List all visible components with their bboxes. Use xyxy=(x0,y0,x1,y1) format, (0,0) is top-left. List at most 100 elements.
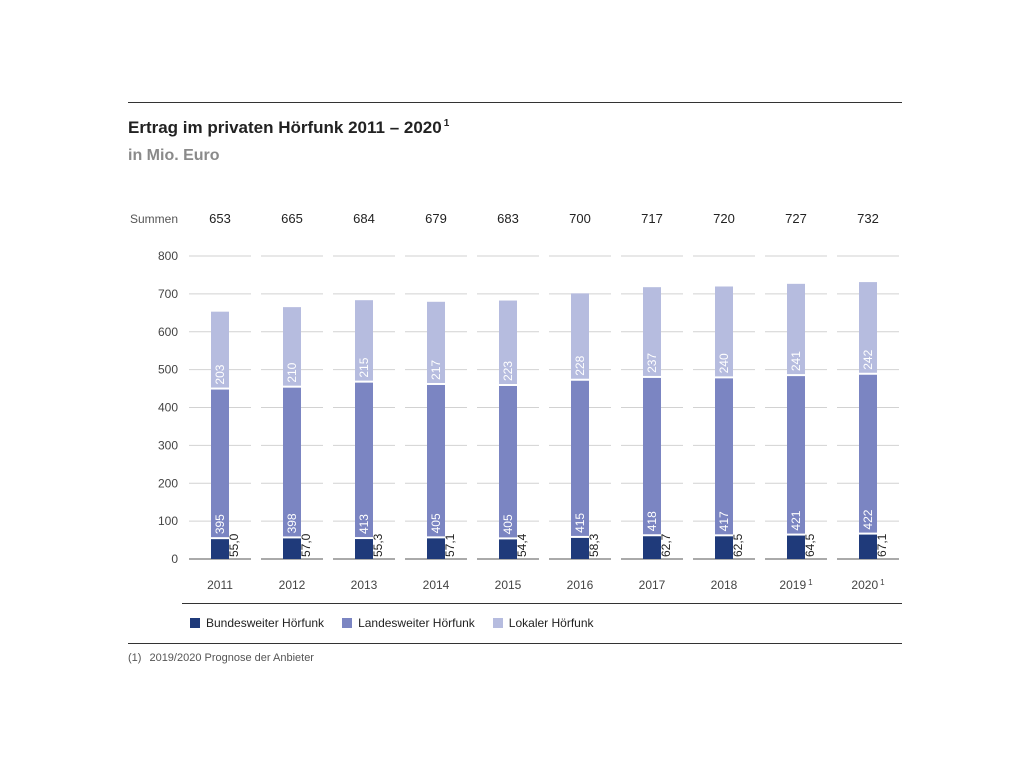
segment-separator xyxy=(355,380,373,383)
sum-label: 717 xyxy=(641,211,663,226)
data-label: 228 xyxy=(573,355,587,375)
y-tick-label: 0 xyxy=(171,552,178,566)
bar-segment xyxy=(211,538,229,559)
bar-segment xyxy=(283,537,301,559)
bar-segment xyxy=(355,538,373,559)
sums-label: Summen xyxy=(130,212,178,226)
data-label: 210 xyxy=(285,362,299,382)
data-label: 415 xyxy=(573,513,587,533)
bar-segment xyxy=(787,375,805,535)
y-tick-label: 200 xyxy=(158,476,178,490)
data-label: 223 xyxy=(501,361,515,381)
legend-label-lokal: Lokaler Hörfunk xyxy=(508,616,594,630)
x-tick-label: 2015 xyxy=(495,578,522,592)
sum-label: 653 xyxy=(209,211,231,226)
top-rule xyxy=(128,102,902,103)
data-label: 422 xyxy=(861,509,875,529)
data-label: 64,5 xyxy=(803,533,817,557)
segment-separator xyxy=(715,376,733,379)
segment-separator xyxy=(643,534,661,537)
bar-segment xyxy=(427,537,445,559)
sum-label: 700 xyxy=(569,211,591,226)
y-tick-label: 800 xyxy=(158,249,178,263)
title-footnote-mark: 1 xyxy=(443,118,450,130)
data-label: 57,0 xyxy=(299,533,313,557)
segment-separator xyxy=(427,382,445,385)
legend-top-rule xyxy=(182,603,902,604)
data-label: 217 xyxy=(429,360,443,380)
bar-segment xyxy=(211,388,229,539)
x-tick-label: 2011 xyxy=(207,578,233,592)
data-label: 237 xyxy=(645,353,659,373)
sum-label: 684 xyxy=(353,211,375,226)
bar-segment xyxy=(571,293,589,380)
data-label: 413 xyxy=(357,514,371,534)
data-label: 418 xyxy=(645,511,659,531)
segment-separator xyxy=(211,537,229,540)
y-tick-label: 100 xyxy=(158,514,178,528)
data-label: 421 xyxy=(789,510,803,530)
data-label: 62,7 xyxy=(659,533,673,557)
segment-separator xyxy=(787,533,805,536)
bar-segment xyxy=(283,386,301,538)
x-tick-footnote: 1 xyxy=(808,578,813,587)
footnote-number: (1) xyxy=(128,652,142,664)
segment-separator xyxy=(499,537,517,540)
bar-segment xyxy=(427,383,445,538)
sum-label: 665 xyxy=(281,211,303,226)
bar-segment xyxy=(355,300,373,382)
segment-separator xyxy=(499,384,517,387)
segment-separator xyxy=(571,378,589,381)
bar-segment xyxy=(643,376,661,536)
bar-segment xyxy=(787,283,805,376)
x-tick-label: 2019 1 xyxy=(779,578,813,592)
x-tick-label: 2014 xyxy=(423,578,450,592)
y-tick-label: 500 xyxy=(158,363,178,377)
segment-separator xyxy=(355,537,373,540)
data-label: 240 xyxy=(717,353,731,373)
sum-label: 679 xyxy=(425,211,447,226)
data-label: 58,3 xyxy=(587,533,601,557)
data-label: 55,0 xyxy=(227,533,241,557)
bar-segment xyxy=(643,535,661,559)
legend-label-landesweit: Landesweiter Hörfunk xyxy=(358,616,475,630)
data-label: 395 xyxy=(213,514,227,534)
legend-label-bundesweit: Bundesweiter Hörfunk xyxy=(206,616,325,630)
data-label: 54,4 xyxy=(515,533,529,557)
data-label: 55,3 xyxy=(371,533,385,557)
y-tick-label: 400 xyxy=(158,401,178,415)
x-tick-label: 2013 xyxy=(351,578,378,592)
bar-segment xyxy=(499,538,517,559)
segment-separator xyxy=(715,534,733,537)
bar-segment xyxy=(283,307,301,387)
bar-segment xyxy=(787,534,805,559)
data-label: 405 xyxy=(429,513,443,533)
x-tick-label: 2018 xyxy=(711,578,738,592)
bar-segment xyxy=(499,300,517,386)
footnote: (1) 2019/2020 Prognose der Anbieter xyxy=(128,652,314,664)
data-label: 398 xyxy=(285,513,299,533)
bar-segment xyxy=(499,385,517,539)
x-tick-label: 2017 xyxy=(639,578,666,592)
bar-segment xyxy=(427,301,445,384)
bar-segment xyxy=(643,287,661,377)
sum-label: 720 xyxy=(713,211,735,226)
data-label: 62,5 xyxy=(731,533,745,557)
segment-separator xyxy=(283,385,301,388)
data-label: 241 xyxy=(789,351,803,371)
segment-separator xyxy=(643,375,661,378)
sum-label: 727 xyxy=(785,211,807,226)
segment-separator xyxy=(571,535,589,538)
segment-separator xyxy=(427,536,445,539)
x-tick-label: 2012 xyxy=(279,578,306,592)
data-label: 57,1 xyxy=(443,533,457,557)
stacked-bar-chart: Summen 0 100 200 300 400 500 600 700 800 653 2011 55… xyxy=(130,211,899,592)
legend-swatch-bundesweit xyxy=(190,618,200,628)
legend-item-landesweit: Landesweiter Hörfunk xyxy=(342,616,475,630)
bar-segment xyxy=(571,536,589,559)
bar-segment xyxy=(859,373,877,534)
data-label: 417 xyxy=(717,511,731,531)
legend-item-lokal: Lokaler Hörfunk xyxy=(492,616,594,630)
bar-segment xyxy=(571,379,589,537)
legend-swatch-lokal xyxy=(492,618,503,628)
